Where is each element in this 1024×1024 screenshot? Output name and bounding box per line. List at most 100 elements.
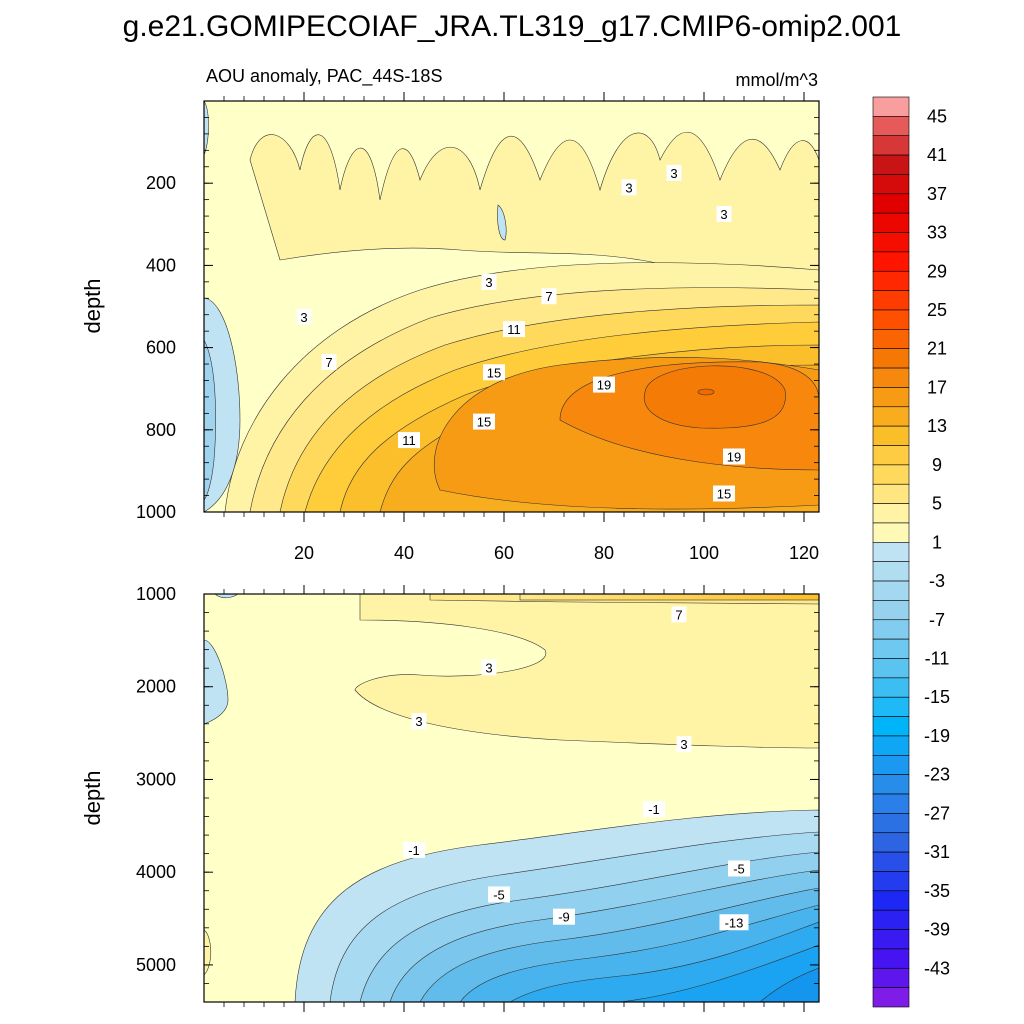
x-tick-label: 80 bbox=[594, 543, 614, 563]
contour-label: 3 bbox=[676, 736, 692, 753]
contour-label-box bbox=[716, 206, 732, 223]
upper-y-axis-label: depth bbox=[80, 278, 105, 333]
contour-label: 3 bbox=[621, 179, 637, 196]
contour-label-box bbox=[728, 860, 750, 877]
figure-title: g.e21.GOMIPECOIAF_JRA.TL319_g17.CMIP6-om… bbox=[123, 10, 902, 43]
colorbar-swatch bbox=[872, 445, 910, 466]
contour-label-box bbox=[296, 308, 312, 325]
x-tick-label: 40 bbox=[394, 543, 414, 563]
contour-label-text: 3 bbox=[300, 310, 307, 325]
contour-label-text: 7 bbox=[545, 289, 552, 304]
y-tick-label: 5000 bbox=[136, 955, 176, 975]
contour-label: -5 bbox=[728, 860, 750, 877]
contour-label: 3 bbox=[666, 164, 682, 181]
contour-label: -1 bbox=[643, 801, 665, 818]
contour-label: 11 bbox=[503, 321, 525, 338]
contour-label: 19 bbox=[723, 448, 745, 465]
colorbar-swatch bbox=[872, 619, 910, 640]
colorbar-swatch bbox=[872, 987, 910, 1008]
contour-label-text: 3 bbox=[670, 166, 677, 181]
colorbar-swatch bbox=[872, 754, 910, 775]
colorbar-tick-label: 9 bbox=[932, 455, 942, 475]
contour-label-box bbox=[593, 376, 615, 393]
contour-label: 3 bbox=[481, 273, 497, 290]
contour-label: 7 bbox=[541, 288, 557, 305]
upper-plot-frame bbox=[203, 100, 820, 513]
colorbar-tick-label: -43 bbox=[924, 958, 950, 978]
colorbar-tick-label: -19 bbox=[924, 726, 950, 746]
contour-label-box bbox=[503, 321, 525, 338]
contour-label-text: -9 bbox=[558, 910, 570, 925]
y-tick-label: 600 bbox=[146, 338, 176, 358]
x-tick-label: 20 bbox=[294, 543, 314, 563]
colorbar-swatch bbox=[872, 929, 910, 950]
colorbar-swatch bbox=[872, 464, 910, 485]
contour-label: -13 bbox=[719, 914, 749, 931]
colorbar-tick-label: 29 bbox=[927, 261, 947, 281]
contour-label-text: 7 bbox=[325, 355, 332, 370]
lower-contour-band-7 bbox=[519, 594, 819, 601]
colorbar-swatch bbox=[872, 522, 910, 543]
lower-contour-band-3 bbox=[354, 594, 819, 749]
contour-label-text: -1 bbox=[408, 843, 420, 858]
contour-label-text: -13 bbox=[725, 915, 744, 930]
contour-label-box bbox=[473, 413, 495, 430]
colorbar-swatch bbox=[872, 871, 910, 892]
contour-label-text: -1 bbox=[648, 802, 660, 817]
colorbar-swatch bbox=[872, 658, 910, 679]
colorbar-swatch bbox=[872, 503, 910, 524]
contour-label-text: 19 bbox=[597, 378, 611, 393]
colorbar-swatch bbox=[872, 212, 910, 233]
colorbar-swatch bbox=[872, 483, 910, 504]
x-tick-label: 100 bbox=[689, 543, 719, 563]
colorbar-swatch bbox=[872, 425, 910, 446]
colorbar-swatch bbox=[872, 232, 910, 253]
colorbar-swatch bbox=[872, 367, 910, 388]
upper-panel: AOU anomaly, PAC_44S-18S mmol/m^3 333373… bbox=[80, 66, 820, 563]
contour-label-box bbox=[671, 606, 687, 623]
colorbar-swatch bbox=[872, 193, 910, 214]
colorbar-swatch bbox=[872, 154, 910, 175]
contour-label-box bbox=[481, 273, 497, 290]
contour-label: 15 bbox=[473, 413, 495, 430]
colorbar-tick-label: -39 bbox=[924, 920, 950, 940]
contour-label-box bbox=[621, 179, 637, 196]
contour-label-box bbox=[541, 288, 557, 305]
contour-label-text: 7 bbox=[675, 607, 682, 622]
contour-label-text: 15 bbox=[477, 415, 491, 430]
colorbar-tick-label: -15 bbox=[924, 687, 950, 707]
colorbar-swatch bbox=[872, 96, 910, 117]
y-tick-label: 200 bbox=[146, 173, 176, 193]
colorbar-tick-label: 33 bbox=[927, 223, 947, 243]
colorbar: 45 41 37 33 29 25 21 17 13 9 5 1 -3 -7 -11 -15 -19 -23 -27… bbox=[872, 96, 950, 1008]
upper-contour-labels: 3 3 3 3 7 3 11 7 15 19 15 11 19 15 bbox=[296, 164, 745, 502]
contour-label-text: 11 bbox=[402, 433, 416, 448]
colorbar-tick-label: 5 bbox=[932, 494, 942, 514]
colorbar-swatch bbox=[872, 600, 910, 621]
contour-label-box bbox=[488, 886, 510, 903]
colorbar-swatch bbox=[872, 716, 910, 737]
upper-y-axis: 200 400 600 800 1000 bbox=[136, 100, 819, 522]
colorbar-swatch bbox=[872, 909, 910, 930]
contour-label-text: -5 bbox=[733, 861, 745, 876]
colorbar-swatch bbox=[872, 135, 910, 156]
contour-band-neg3 bbox=[204, 339, 216, 501]
contour-label-text: 15 bbox=[487, 365, 501, 380]
contour-label-text: -5 bbox=[493, 887, 505, 902]
contour-label: 7 bbox=[321, 353, 337, 370]
colorbar-tick-label: -31 bbox=[924, 842, 950, 862]
colorbar-tick-label: 45 bbox=[927, 106, 947, 126]
colorbar-tick-label: 37 bbox=[927, 184, 947, 204]
contour-label-box bbox=[719, 914, 749, 931]
contour-label: -5 bbox=[488, 886, 510, 903]
colorbar-swatch bbox=[872, 329, 910, 350]
colorbar-swatch bbox=[872, 677, 910, 698]
lower-x-axis bbox=[223, 585, 805, 1012]
colorbar-swatch bbox=[872, 348, 910, 369]
y-tick-label: 1000 bbox=[136, 584, 176, 604]
y-tick-label: 4000 bbox=[136, 862, 176, 882]
contour-label-box bbox=[713, 485, 735, 502]
colorbar-swatch bbox=[872, 851, 910, 872]
contour-label-box bbox=[643, 801, 665, 818]
